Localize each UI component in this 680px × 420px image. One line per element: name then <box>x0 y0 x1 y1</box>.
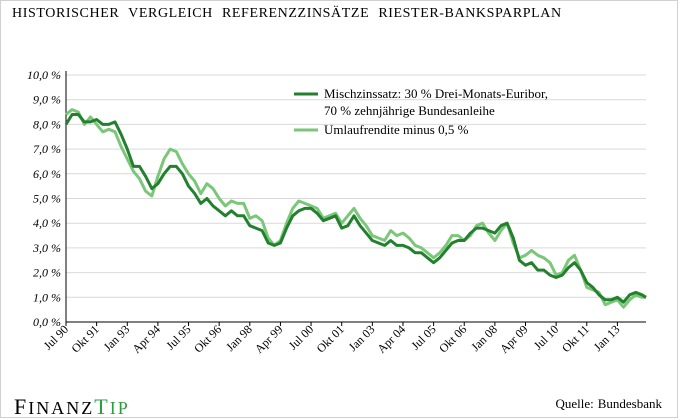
x-tick-label: Jul 05 <box>408 322 438 352</box>
legend-label-2: Umlaufrendite minus 0,5 % <box>324 122 469 137</box>
x-tick-label: Jul 00 <box>286 322 316 352</box>
series-line-1 <box>64 113 647 304</box>
source-note: Quelle: Bundesbank <box>551 396 662 412</box>
y-tick-label: 0,0 % <box>33 315 61 329</box>
x-tick-label: Apr 94 <box>129 322 163 356</box>
legend: Mischzinssatz: 30 % Drei-Monats-Euribor,… <box>294 86 548 137</box>
y-tick-label: 1,0 % <box>33 290 61 304</box>
x-tick-label: Jan 08 <box>468 322 500 354</box>
x-tick-label: Apr 04 <box>374 322 408 356</box>
source-label: Quelle: <box>555 396 594 411</box>
source-value: Bundesbank <box>597 396 662 411</box>
y-tick-label: 9,0 % <box>33 93 61 107</box>
finanztip-logo: FINANZTIP <box>14 394 130 420</box>
legend-label-1-line2: 70 % zehnjährige Bundesanleihe <box>324 103 495 118</box>
x-tick-label: Apr 09 <box>497 322 531 356</box>
x-tick-label: Apr 99 <box>252 322 286 356</box>
y-tick-label: 3,0 % <box>32 241 61 255</box>
logo-text-ip: IP <box>109 398 130 418</box>
x-tick-label: Jan 93 <box>101 322 133 354</box>
logo-text-inanz: INANZ <box>28 398 95 418</box>
y-tick-label: 5,0 % <box>33 192 61 206</box>
y-tick-label: 8,0 % <box>33 117 61 131</box>
x-tick-label: Okt 01 <box>314 322 347 355</box>
legend-label-1: Mischzinssatz: 30 % Drei-Monats-Euribor, <box>324 86 548 101</box>
x-tick-label: Jul 10 <box>531 322 561 352</box>
y-tick-label: 2,0 % <box>33 266 61 280</box>
x-tick-label: Okt 11 <box>559 322 592 355</box>
y-tick-label: 10,0 % <box>27 68 61 82</box>
x-tick-label: Jan 13 <box>591 322 623 354</box>
x-tick-label: Jul 95 <box>163 322 193 352</box>
y-tick-label: 6,0 % <box>33 167 61 181</box>
x-tick-label: Okt 06 <box>436 322 469 355</box>
x-tick-label: Okt 91 <box>69 322 102 355</box>
x-tick-label: Jan 98 <box>223 322 255 354</box>
series-line-2 <box>65 108 646 309</box>
page-title: HISTORISCHER VERGLEICH REFERENZZINSÄTZE … <box>12 6 562 21</box>
y-tick-labels: 0,0 % 1,0 % 2,0 % 3,0 % 4,0 % 5,0 % 6,0 % 7,0 %… <box>27 68 61 329</box>
logo-letter-t: T <box>94 394 110 419</box>
y-tick-label: 7,0 % <box>33 142 61 156</box>
grid-lines <box>66 74 646 298</box>
series-lines <box>64 108 647 309</box>
logo-letter-f: F <box>14 394 29 419</box>
y-tick-label: 4,0 % <box>33 216 61 230</box>
x-tick-label: Jan 03 <box>346 322 378 354</box>
x-tick-label: Okt 96 <box>191 322 224 355</box>
